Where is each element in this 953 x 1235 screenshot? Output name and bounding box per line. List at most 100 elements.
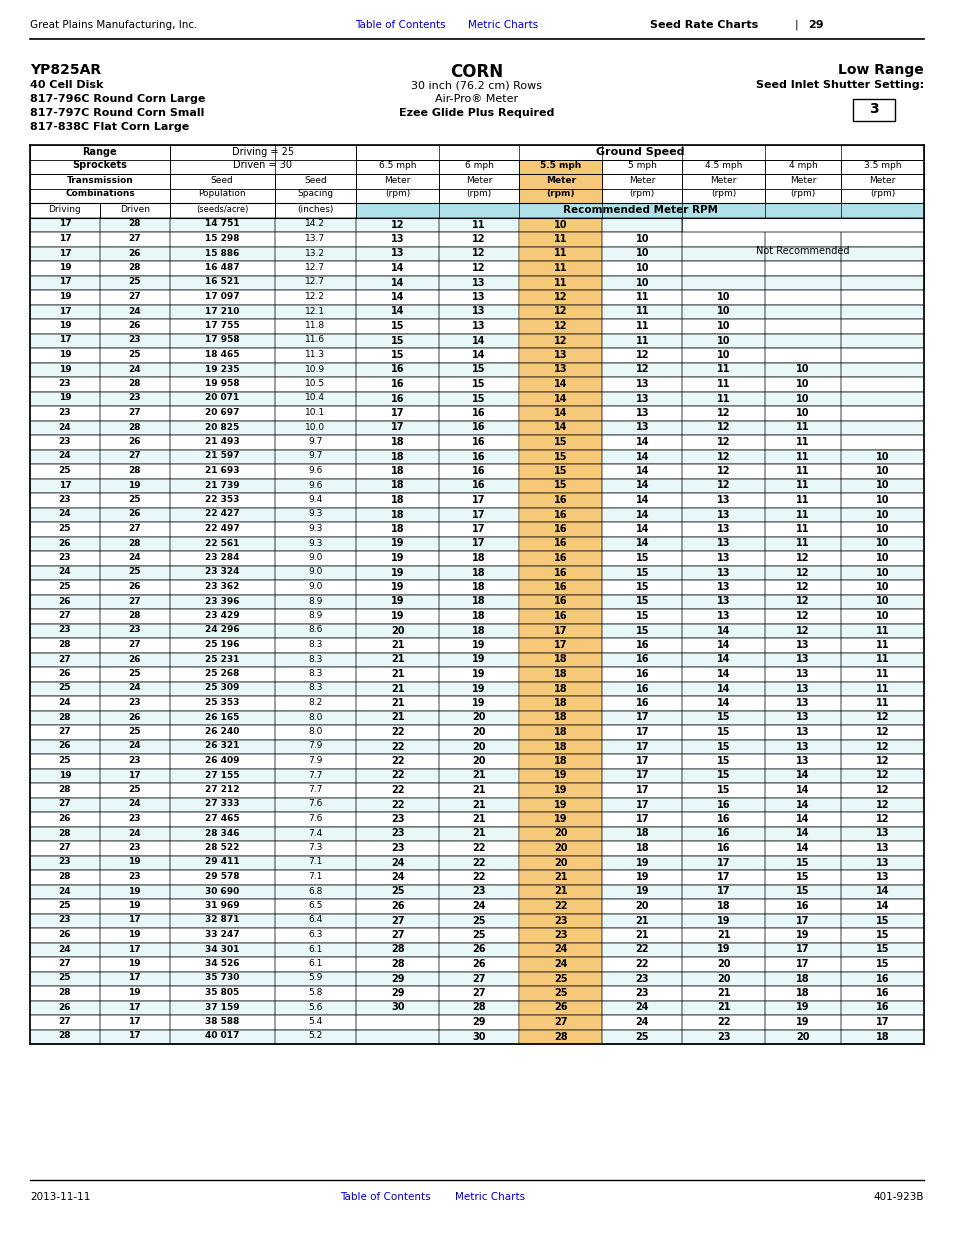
- Bar: [170, 942, 274, 957]
- Text: 6.1: 6.1: [308, 945, 322, 953]
- Text: 27: 27: [391, 930, 404, 940]
- Text: 12: 12: [796, 582, 809, 592]
- Text: 26: 26: [129, 582, 141, 592]
- Text: 13: 13: [717, 510, 730, 520]
- Text: 27: 27: [129, 408, 141, 417]
- Bar: [601, 768, 681, 783]
- Bar: [30, 261, 100, 275]
- Text: (rpm): (rpm): [546, 189, 575, 199]
- Text: 20 071: 20 071: [205, 394, 239, 403]
- Text: 6.4: 6.4: [308, 915, 322, 925]
- Bar: [438, 957, 518, 972]
- Bar: [170, 435, 274, 450]
- Text: 14 751: 14 751: [205, 220, 239, 228]
- Text: 14: 14: [472, 336, 485, 346]
- Text: 20: 20: [554, 857, 567, 867]
- Bar: [681, 348, 764, 363]
- Bar: [841, 450, 923, 464]
- Bar: [841, 261, 923, 275]
- Bar: [170, 740, 274, 755]
- Bar: [601, 275, 681, 290]
- Text: 19: 19: [554, 814, 567, 824]
- Text: 29: 29: [807, 20, 822, 30]
- Bar: [274, 450, 355, 464]
- Text: 16 487: 16 487: [205, 263, 239, 272]
- Bar: [601, 697, 681, 710]
- Text: 19: 19: [635, 857, 648, 867]
- Text: 15: 15: [554, 466, 567, 475]
- Text: 26: 26: [472, 945, 485, 955]
- Text: 3: 3: [868, 103, 878, 116]
- Text: 18: 18: [391, 452, 404, 462]
- Bar: [841, 319, 923, 333]
- Bar: [601, 869, 681, 884]
- Text: 19: 19: [796, 1016, 809, 1028]
- Text: 12: 12: [875, 713, 888, 722]
- Bar: [30, 217, 100, 232]
- Bar: [100, 232, 170, 247]
- Bar: [438, 377, 518, 391]
- Text: 16: 16: [796, 902, 809, 911]
- Bar: [100, 435, 170, 450]
- Text: 11.3: 11.3: [305, 350, 325, 359]
- Text: 16: 16: [635, 640, 648, 650]
- Text: 15: 15: [554, 452, 567, 462]
- Bar: [601, 247, 681, 261]
- Text: 11: 11: [554, 278, 567, 288]
- Bar: [438, 638, 518, 652]
- Text: 16: 16: [472, 452, 485, 462]
- Bar: [355, 652, 438, 667]
- Text: 817-838C Flat Corn Large: 817-838C Flat Corn Large: [30, 122, 189, 132]
- Text: 16: 16: [635, 655, 648, 664]
- Text: 14: 14: [717, 698, 730, 708]
- Bar: [170, 755, 274, 768]
- Text: 17: 17: [129, 771, 141, 779]
- Bar: [681, 261, 764, 275]
- Text: 24: 24: [58, 510, 71, 519]
- Text: 13.2: 13.2: [305, 248, 325, 258]
- Text: 20: 20: [472, 727, 485, 737]
- Text: 8.3: 8.3: [308, 640, 322, 650]
- Text: 19: 19: [472, 655, 485, 664]
- Bar: [355, 740, 438, 755]
- Text: 22: 22: [472, 857, 485, 867]
- Bar: [30, 493, 100, 508]
- Text: 18: 18: [472, 553, 485, 563]
- Text: 16: 16: [717, 829, 730, 839]
- Text: 29: 29: [391, 973, 404, 983]
- Bar: [841, 348, 923, 363]
- Bar: [518, 914, 601, 927]
- Text: 13: 13: [796, 683, 809, 694]
- Bar: [764, 319, 841, 333]
- Bar: [764, 841, 841, 856]
- Text: 10.5: 10.5: [305, 379, 325, 388]
- Bar: [30, 450, 100, 464]
- Bar: [841, 914, 923, 927]
- Text: 26: 26: [129, 248, 141, 258]
- Bar: [438, 972, 518, 986]
- Text: 17: 17: [129, 1016, 141, 1026]
- Bar: [841, 464, 923, 478]
- Text: 15 886: 15 886: [205, 248, 239, 258]
- Text: 15: 15: [635, 568, 648, 578]
- Text: 16: 16: [635, 698, 648, 708]
- Text: 28: 28: [129, 611, 141, 620]
- Text: 12: 12: [875, 741, 888, 752]
- Text: Combinations: Combinations: [65, 189, 134, 199]
- Bar: [764, 884, 841, 899]
- Text: 12: 12: [875, 771, 888, 781]
- Text: 10: 10: [717, 291, 730, 303]
- Bar: [841, 566, 923, 580]
- Text: 25: 25: [129, 495, 141, 504]
- Text: 16: 16: [554, 524, 567, 534]
- Bar: [170, 391, 274, 406]
- Bar: [30, 363, 923, 377]
- Bar: [30, 725, 100, 740]
- Bar: [841, 1030, 923, 1044]
- Bar: [30, 420, 100, 435]
- Text: 15: 15: [717, 713, 730, 722]
- Bar: [170, 768, 274, 783]
- Text: 17: 17: [717, 857, 730, 867]
- Bar: [274, 478, 355, 493]
- Text: 13: 13: [717, 568, 730, 578]
